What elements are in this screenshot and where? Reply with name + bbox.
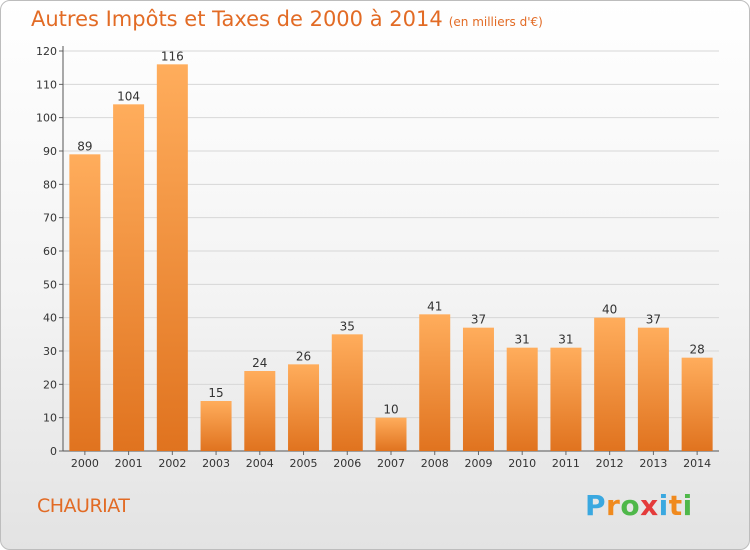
- logo-letter: t: [668, 489, 683, 522]
- x-tick-label: 2010: [508, 457, 536, 470]
- x-tick-label: 2006: [333, 457, 361, 470]
- x-tick-label: 2012: [596, 457, 624, 470]
- data-label: 41: [427, 299, 442, 313]
- bar: [637, 327, 669, 451]
- chart-unit-note: (en milliers d'€): [448, 15, 543, 29]
- logo-letter: i: [682, 489, 693, 522]
- data-label: 104: [117, 89, 140, 103]
- commune-name: CHAURIAT: [37, 495, 130, 517]
- bar: [331, 334, 363, 451]
- x-tick-label: 2014: [683, 457, 711, 470]
- logo-letter: r: [606, 489, 621, 522]
- bar: [69, 154, 101, 452]
- bar: [288, 364, 320, 451]
- bar: [156, 64, 188, 452]
- y-tick-label: 70: [43, 212, 57, 225]
- y-tick-label: 120: [36, 45, 57, 58]
- data-label: 15: [208, 386, 223, 400]
- x-tick-label: 2005: [290, 457, 318, 470]
- y-tick-label: 60: [43, 245, 57, 258]
- y-tick-label: 50: [43, 278, 57, 291]
- data-label: 37: [471, 313, 486, 327]
- y-tick-label: 20: [43, 378, 57, 391]
- bar: [113, 104, 145, 451]
- logo-letter: o: [620, 489, 641, 522]
- y-tick-label: 40: [43, 312, 57, 325]
- chart-title-text: Autres Impôts et Taxes de 2000 à 2014: [31, 7, 443, 31]
- data-label: 89: [77, 139, 92, 153]
- x-tick-label: 2000: [71, 457, 99, 470]
- bar: [462, 327, 494, 451]
- data-label: 31: [515, 333, 530, 347]
- bar: [419, 314, 451, 451]
- data-label: 26: [296, 349, 311, 363]
- chart-title: Autres Impôts et Taxes de 2000 à 2014 (en…: [31, 7, 543, 31]
- bar: [200, 401, 232, 451]
- data-label: 37: [646, 313, 661, 327]
- proxiti-logo: Proxiti: [585, 489, 693, 522]
- data-label: 28: [689, 343, 704, 357]
- data-label: 35: [340, 319, 355, 333]
- y-tick-label: 110: [36, 78, 57, 91]
- x-tick-label: 2011: [552, 457, 580, 470]
- x-tick-label: 2007: [377, 457, 405, 470]
- logo-letter: x: [640, 489, 659, 522]
- data-label: 31: [558, 333, 573, 347]
- bar: [681, 357, 713, 451]
- y-tick-label: 30: [43, 345, 57, 358]
- x-tick-label: 2013: [639, 457, 667, 470]
- y-tick-label: 80: [43, 178, 57, 191]
- data-label: 40: [602, 303, 617, 317]
- x-tick-label: 2009: [464, 457, 492, 470]
- x-tick-label: 2001: [115, 457, 143, 470]
- logo-letter: P: [585, 489, 607, 522]
- logo-letter: i: [658, 489, 669, 522]
- data-label: 116: [161, 49, 184, 63]
- bar: [244, 371, 276, 451]
- y-tick-label: 0: [50, 445, 57, 458]
- x-tick-label: 2003: [202, 457, 230, 470]
- bar: [594, 317, 626, 451]
- x-tick-label: 2008: [421, 457, 449, 470]
- bar: [506, 347, 538, 451]
- x-tick-label: 2002: [158, 457, 186, 470]
- bar: [550, 347, 582, 451]
- bar: [375, 417, 407, 451]
- data-label: 24: [252, 356, 267, 370]
- x-tick-label: 2004: [246, 457, 274, 470]
- data-label: 10: [383, 403, 398, 417]
- y-tick-label: 90: [43, 145, 57, 158]
- y-tick-label: 100: [36, 112, 57, 125]
- y-tick-label: 10: [43, 412, 57, 425]
